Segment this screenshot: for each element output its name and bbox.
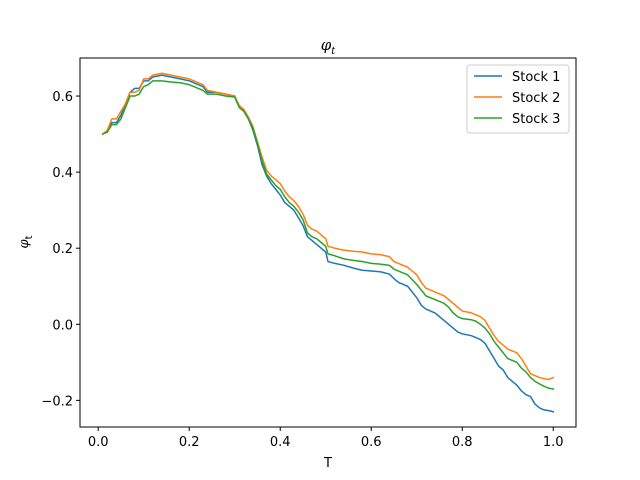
chart-title-subscript: t — [331, 46, 336, 57]
x-tick-label: 1.0 — [543, 435, 564, 450]
legend-label-3: Stock 3 — [512, 112, 560, 127]
legend-box — [466, 64, 570, 134]
y-axis-label-subscript: t — [24, 235, 35, 239]
series-line-2 — [101, 72, 555, 381]
y-tick-label: 0.6 — [52, 90, 73, 105]
y-axis: −0.2 0.0 0.2 0.4 0.6 — [41, 90, 80, 409]
legend-label-2: Stock 2 — [512, 91, 560, 106]
x-tick-label: 0.6 — [361, 435, 382, 450]
y-tick-label: 0.0 — [52, 318, 73, 333]
y-axis-label-main: φ — [17, 239, 32, 249]
y-tick-label: 0.4 — [52, 166, 73, 181]
y-axis-label: φt — [17, 235, 35, 248]
chart-title: φt — [321, 36, 337, 57]
plot-area-frame — [79, 57, 577, 428]
y-tick-label: −0.2 — [41, 394, 73, 409]
x-tick-label: 0.0 — [88, 435, 109, 450]
legend-label-1: Stock 1 — [512, 70, 560, 85]
series-line-3 — [101, 80, 555, 390]
chart-title-main: φ — [321, 36, 332, 54]
x-tick-label: 0.4 — [270, 435, 291, 450]
series-layer — [101, 72, 555, 413]
x-axis-label: T — [323, 456, 332, 471]
legend: Stock 1 Stock 2 Stock 3 — [466, 64, 570, 134]
x-tick-label: 0.2 — [179, 435, 200, 450]
series-line-1 — [101, 74, 555, 413]
x-axis: 0.0 0.2 0.4 0.6 0.8 1.0 — [88, 427, 564, 450]
y-tick-label: 0.2 — [52, 242, 73, 257]
x-tick-label: 0.8 — [452, 435, 473, 450]
